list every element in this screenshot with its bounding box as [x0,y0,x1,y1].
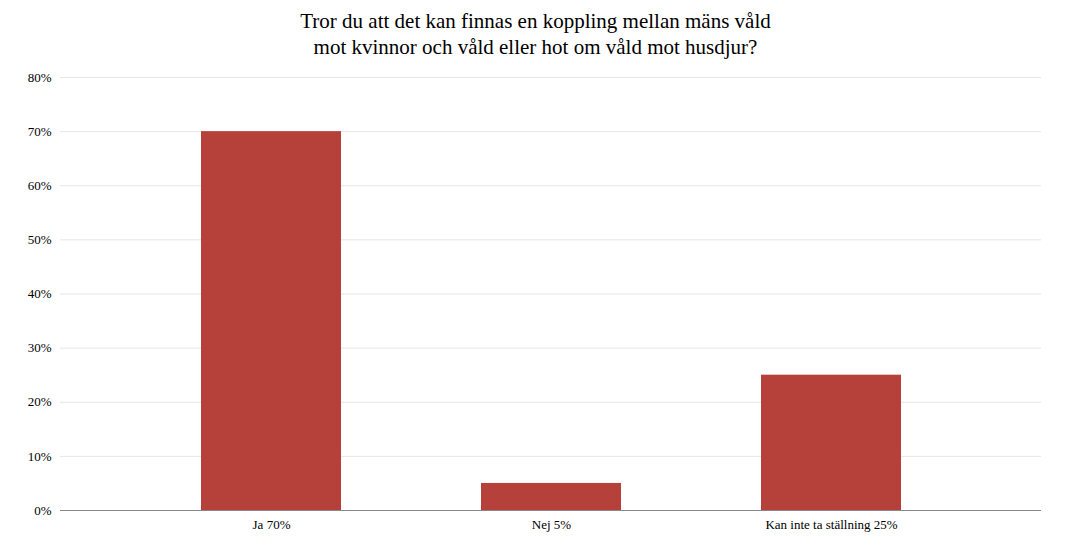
svg-text:70%: 70% [28,123,52,138]
svg-text:80%: 80% [28,69,52,84]
svg-text:50%: 50% [28,232,52,247]
svg-text:30%: 30% [28,340,52,355]
svg-text:Ja 70%: Ja 70% [253,516,291,531]
svg-text:20%: 20% [28,394,52,409]
svg-text:0%: 0% [34,502,52,517]
svg-text:Kan inte ta ställning 25%: Kan inte ta ställning 25% [765,516,897,531]
svg-text:10%: 10% [28,448,52,463]
html-text:Tror du att det kan finnas en: Tror du att det kan finnas en koppling m… [300,9,771,60]
svg-text:40%: 40% [28,286,52,301]
svg-text:Nej 5%: Nej 5% [532,516,572,531]
svg-text:60%: 60% [28,177,52,192]
